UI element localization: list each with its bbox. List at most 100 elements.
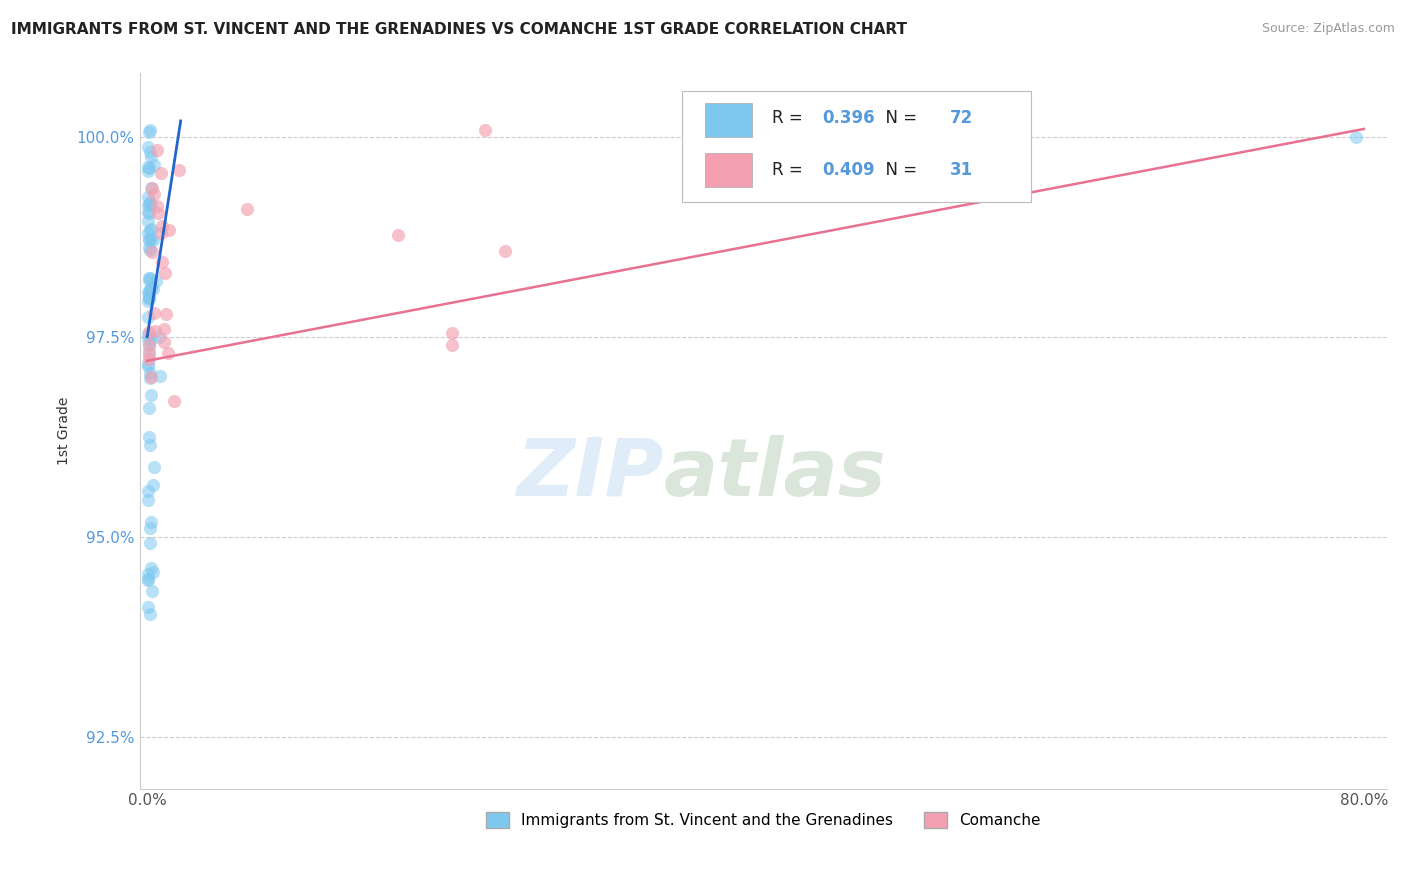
Point <box>138 338 160 352</box>
Point <box>139 282 162 296</box>
Text: 31: 31 <box>950 161 973 178</box>
Point <box>138 326 160 340</box>
Point <box>141 478 163 492</box>
Text: R =: R = <box>772 109 808 127</box>
Point <box>138 206 160 220</box>
Point <box>153 334 176 349</box>
Point <box>136 214 159 228</box>
Text: IMMIGRANTS FROM ST. VINCENT AND THE GRENADINES VS COMANCHE 1ST GRADE CORRELATION: IMMIGRANTS FROM ST. VINCENT AND THE GREN… <box>11 22 907 37</box>
Point <box>138 271 160 285</box>
Text: 72: 72 <box>950 109 973 127</box>
Point <box>136 359 159 373</box>
Point <box>141 232 163 246</box>
Point <box>139 521 162 535</box>
Point <box>159 223 181 237</box>
Point <box>138 125 160 139</box>
Point <box>138 291 160 305</box>
Point <box>440 326 463 340</box>
Point <box>139 607 162 621</box>
Point <box>139 332 162 346</box>
Point <box>138 343 160 358</box>
Point <box>142 460 165 475</box>
Point <box>143 187 166 202</box>
Point <box>138 197 160 211</box>
Point <box>146 199 169 213</box>
Point <box>142 566 165 580</box>
Point <box>138 291 160 305</box>
Point <box>138 164 160 178</box>
Point <box>236 202 259 217</box>
Point <box>387 227 409 242</box>
Point <box>136 484 159 499</box>
Point <box>138 352 160 367</box>
Point <box>143 158 166 172</box>
Text: atlas: atlas <box>664 434 886 513</box>
Point <box>138 332 160 346</box>
Point <box>139 438 162 452</box>
Point <box>141 245 163 260</box>
Point <box>138 195 160 210</box>
Y-axis label: 1st Grade: 1st Grade <box>58 397 72 465</box>
Point <box>138 233 160 247</box>
Point <box>139 223 162 237</box>
Text: R =: R = <box>772 161 808 178</box>
Point <box>148 330 170 344</box>
Point <box>136 567 159 582</box>
Point <box>146 143 169 157</box>
Point <box>139 145 162 160</box>
Point <box>138 240 160 254</box>
Text: N =: N = <box>876 161 922 178</box>
Point <box>141 583 163 598</box>
Point <box>136 572 159 586</box>
Point <box>139 150 162 164</box>
Text: ZIP: ZIP <box>516 434 664 513</box>
Point <box>139 243 162 257</box>
Point <box>138 271 160 285</box>
Point <box>139 222 162 236</box>
Point <box>146 206 169 220</box>
Point <box>136 285 159 299</box>
Point <box>152 322 174 336</box>
Point <box>149 369 172 384</box>
Point <box>139 198 162 212</box>
Point <box>136 573 159 587</box>
Point <box>163 393 186 408</box>
Point <box>155 307 177 321</box>
Point <box>136 294 159 309</box>
Point <box>136 327 159 342</box>
Text: N =: N = <box>876 109 922 127</box>
Point <box>136 310 159 324</box>
Point <box>138 160 160 174</box>
Point <box>138 347 160 361</box>
Point <box>139 560 162 574</box>
Point <box>494 244 516 259</box>
Point <box>142 233 165 247</box>
Point <box>139 181 162 195</box>
Point <box>139 388 162 402</box>
Point <box>143 324 166 338</box>
Point <box>139 123 162 137</box>
Point <box>150 255 173 269</box>
Text: 0.409: 0.409 <box>821 161 875 178</box>
Point <box>167 163 190 178</box>
FancyBboxPatch shape <box>682 91 1032 202</box>
Point <box>156 346 179 360</box>
Point <box>440 338 463 352</box>
Point <box>474 123 496 137</box>
Point <box>138 371 160 385</box>
Bar <box>704 103 752 137</box>
Point <box>138 273 160 287</box>
Point <box>149 166 172 180</box>
Point <box>141 369 163 384</box>
Point <box>136 140 159 154</box>
Point <box>138 285 160 300</box>
Point <box>138 337 160 351</box>
Point <box>136 493 159 508</box>
Legend: Immigrants from St. Vincent and the Grenadines, Comanche: Immigrants from St. Vincent and the Gren… <box>479 806 1046 835</box>
Point <box>136 204 159 219</box>
Point <box>150 219 173 233</box>
Point <box>138 198 160 212</box>
Point <box>139 536 162 550</box>
Point <box>138 290 160 304</box>
Point <box>142 282 165 296</box>
